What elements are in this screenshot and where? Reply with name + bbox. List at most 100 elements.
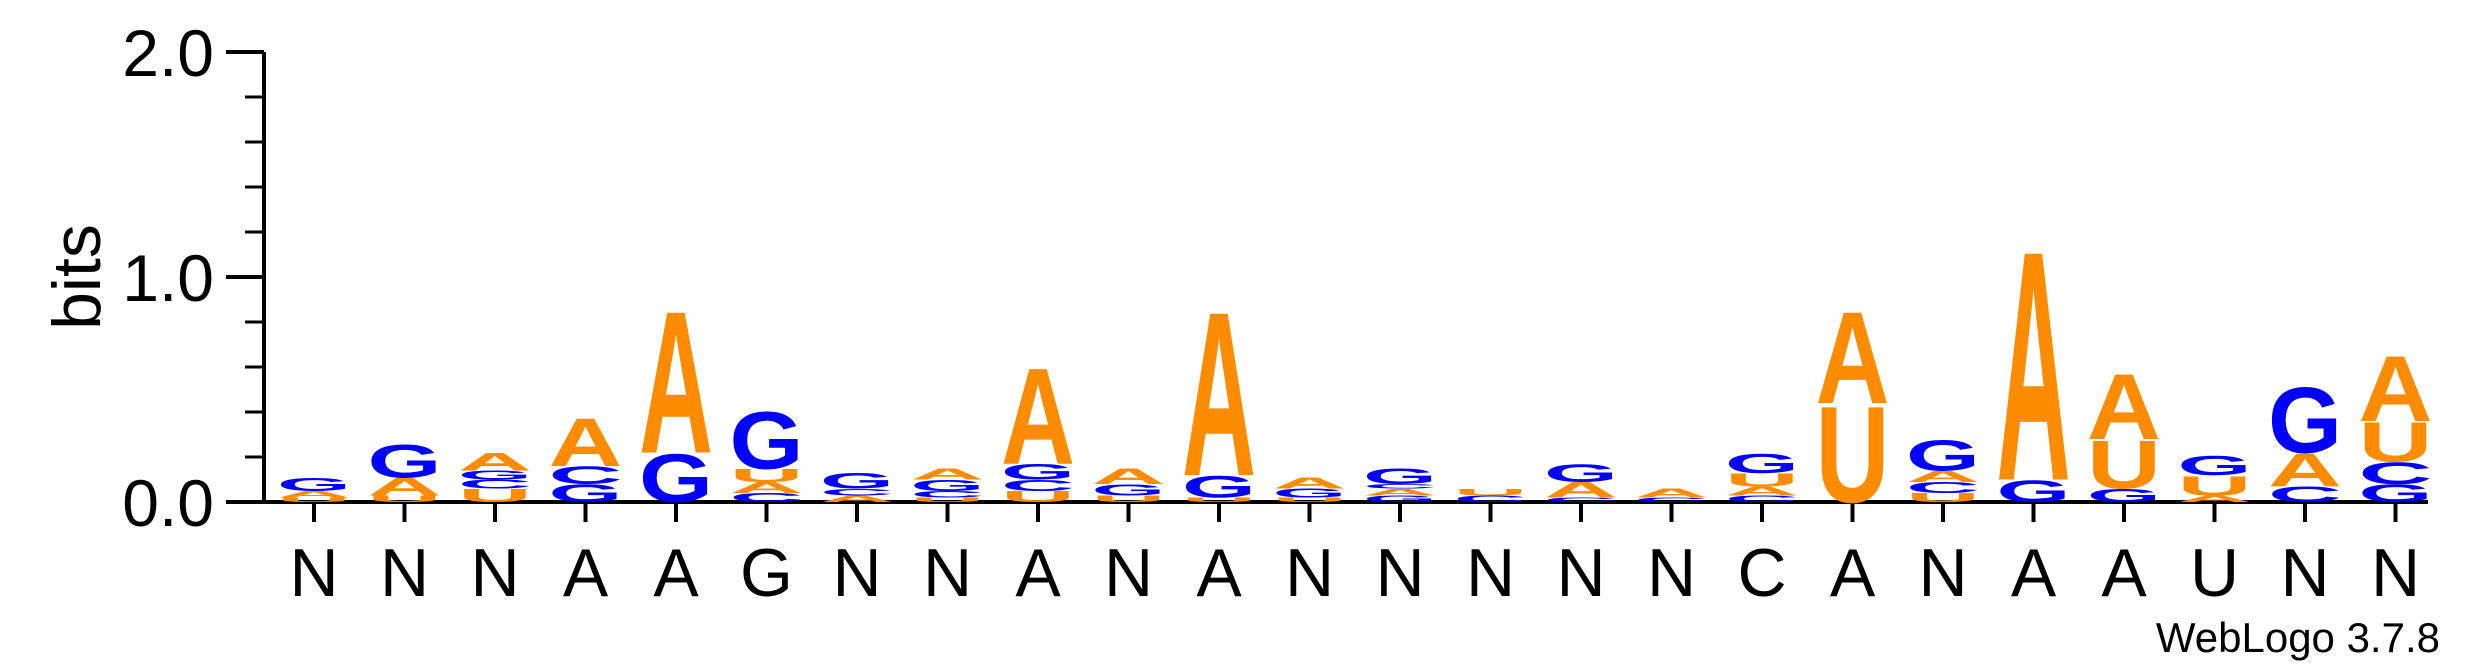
consensus-letter: N bbox=[1556, 535, 1605, 611]
x-axis-ticks bbox=[312, 502, 2398, 522]
logo-letter-U: U bbox=[367, 494, 441, 504]
logo-letter-G: G bbox=[730, 395, 804, 486]
logo-letter-A: A bbox=[1001, 339, 1075, 493]
consensus-letter: N bbox=[2280, 535, 2329, 611]
logo-letter-G: G bbox=[458, 468, 532, 482]
consensus-letter: N bbox=[832, 535, 881, 611]
logo-letter-A: A bbox=[1997, 183, 2071, 550]
consensus-letter: A bbox=[2011, 535, 2057, 611]
logo-letter-G: G bbox=[1363, 494, 1437, 504]
logo-letter-A: A bbox=[1634, 486, 1708, 500]
logo-letter-C: C bbox=[1635, 496, 1709, 503]
logo-letter-C: C bbox=[820, 487, 894, 497]
logo-letter-G: G bbox=[911, 477, 985, 494]
logo-letter-A: A bbox=[277, 489, 351, 499]
logo-letter-G: G bbox=[368, 435, 442, 488]
logo-letter-U: U bbox=[1906, 491, 1980, 505]
logo-letter-C: C bbox=[910, 489, 984, 499]
consensus-letter: G bbox=[740, 535, 793, 611]
logo-letter-A: A bbox=[1092, 464, 1166, 489]
consensus-letter: N bbox=[1647, 535, 1696, 611]
logo-letter-C: C bbox=[1725, 494, 1799, 504]
logo-letter-G: G bbox=[2178, 450, 2252, 481]
logo-letter-C: C bbox=[729, 491, 803, 505]
logo-letter-U: U bbox=[911, 496, 985, 503]
logo-letter-C: C bbox=[2359, 456, 2433, 491]
logo-letter-C: C bbox=[458, 477, 532, 491]
logo-letter-G: G bbox=[1182, 470, 1256, 505]
logo-letter-G: G bbox=[2268, 369, 2342, 473]
logo-letter-A: A bbox=[368, 472, 442, 500]
logo-letter-G: G bbox=[2087, 485, 2161, 506]
logo-letter-U: U bbox=[1453, 487, 1527, 497]
logo-letter-A: A bbox=[639, 269, 713, 496]
consensus-letter: N bbox=[1375, 535, 1424, 611]
logo-letter-G: G bbox=[2359, 479, 2433, 507]
logo-letter-A: A bbox=[458, 448, 532, 476]
logo-letter-A: A bbox=[1816, 284, 1890, 431]
logo-letter-U: U bbox=[730, 465, 804, 486]
consensus-letter: C bbox=[1737, 535, 1786, 611]
logo-letter-G: G bbox=[277, 474, 351, 495]
logo-letter-A: A bbox=[1273, 474, 1347, 491]
consensus-letter: A bbox=[1015, 535, 1061, 611]
consensus-letter: N bbox=[2371, 535, 2420, 611]
logo-letter-U: U bbox=[2087, 427, 2161, 503]
consensus-letter: A bbox=[1196, 535, 1242, 611]
logo-letter-U: U bbox=[277, 496, 351, 503]
consensus-letter: N bbox=[380, 535, 429, 611]
consensus-letter: A bbox=[2101, 535, 2147, 611]
logo-letter-U: U bbox=[1182, 496, 1256, 503]
consensus-letter: A bbox=[1830, 535, 1876, 611]
logo-letter-C: C bbox=[1453, 494, 1527, 504]
logo-letter-C: C bbox=[1363, 483, 1437, 490]
logo-letter-G: G bbox=[1001, 460, 1075, 484]
y-tick-label: 2.0 bbox=[122, 16, 214, 90]
logo-letter-U: U bbox=[1815, 377, 1889, 531]
logo-letter-U: U bbox=[1725, 469, 1799, 490]
y-tick-label: 1.0 bbox=[122, 241, 214, 315]
consensus-letter: A bbox=[563, 535, 609, 611]
consensus-letter: N bbox=[289, 535, 338, 611]
logo-letter-A: A bbox=[2359, 336, 2433, 441]
logo-letter-A: A bbox=[548, 405, 622, 481]
logo-letter-G: G bbox=[1997, 474, 2071, 509]
logo-letter-A: A bbox=[730, 479, 804, 496]
consensus-letter: N bbox=[1918, 535, 1967, 611]
logo-letter-C: C bbox=[549, 461, 623, 489]
logo-letter-A: A bbox=[1906, 468, 1980, 485]
logo-letter-C: C bbox=[1001, 477, 1075, 494]
y-tick-label: 0.0 bbox=[122, 466, 214, 540]
logo-letter-U: U bbox=[2177, 470, 2251, 501]
logo-letter-U: U bbox=[458, 485, 532, 506]
logo-letter-A: A bbox=[1725, 484, 1799, 498]
logo-letter-G: G bbox=[1363, 464, 1437, 488]
logo-letter-G: G bbox=[1544, 459, 1618, 487]
logo-letter-U: U bbox=[1001, 488, 1075, 505]
consensus-letter: N bbox=[1104, 535, 1153, 611]
logo-letter-U: U bbox=[1273, 496, 1347, 503]
consensus-letter: A bbox=[653, 535, 699, 611]
logo-letter-U: U bbox=[2359, 410, 2433, 473]
logo-letter-A: A bbox=[2177, 494, 2251, 504]
logo-letter-A: A bbox=[1544, 478, 1618, 503]
logo-letter-A: A bbox=[1363, 487, 1437, 497]
consensus-letter: N bbox=[470, 535, 519, 611]
logo-letter-A: A bbox=[911, 465, 985, 482]
y-axis-ticks: 0.0 1.0 2.0 bbox=[122, 16, 264, 540]
logo-letter-G: G bbox=[820, 469, 894, 493]
logo-letter-G: G bbox=[1273, 486, 1347, 500]
logo-letter-A: A bbox=[820, 494, 894, 504]
consensus-letter: N bbox=[1285, 535, 1334, 611]
y-axis-label: bits bbox=[39, 224, 115, 330]
logo-letter-G: G bbox=[1092, 481, 1166, 498]
logo-letter-C: C bbox=[1544, 496, 1618, 503]
logo-letter-G: G bbox=[549, 479, 623, 507]
logo-letter-C: C bbox=[2268, 482, 2342, 507]
consensus-letter: N bbox=[1466, 535, 1515, 611]
consensus-letter: U bbox=[2190, 535, 2239, 611]
logo-letter-U: U bbox=[1091, 494, 1165, 504]
